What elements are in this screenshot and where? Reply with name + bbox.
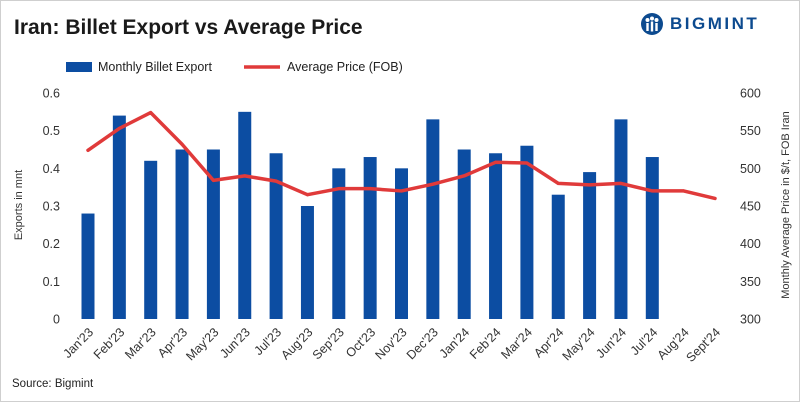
x-tick-label: Aug'23 bbox=[278, 325, 315, 362]
y-tick-right-label: 300 bbox=[740, 313, 761, 327]
legend: Monthly Billet Export Average Price (FOB… bbox=[66, 60, 403, 74]
legend-label-bar: Monthly Billet Export bbox=[98, 60, 212, 74]
bar-aug-23 bbox=[300, 206, 314, 319]
bar-jul-23 bbox=[269, 153, 283, 319]
x-tick-label: Nov'23 bbox=[372, 325, 409, 362]
bar-oct-23 bbox=[363, 157, 377, 319]
bar-series bbox=[81, 111, 659, 319]
y-tick-left-label: 0 bbox=[53, 313, 60, 327]
y-tick-left-label: 0.1 bbox=[43, 275, 60, 289]
price-point bbox=[682, 189, 686, 193]
price-point bbox=[525, 161, 529, 165]
bar-jun-23 bbox=[238, 111, 252, 319]
x-tick-label: Jan'23 bbox=[60, 325, 96, 361]
x-tick-label: Sep'23 bbox=[310, 325, 347, 362]
x-tick-label: Mar'24 bbox=[498, 325, 535, 362]
bar-may-23 bbox=[206, 149, 220, 319]
x-tick-label: May'24 bbox=[560, 325, 598, 363]
x-tick-label: Jun'23 bbox=[217, 325, 253, 361]
source-note: Source: Bigmint bbox=[12, 378, 94, 390]
price-point bbox=[650, 189, 654, 193]
y-axis-right: 300 350 400 450 500 550 600 bbox=[740, 87, 761, 327]
price-point bbox=[431, 182, 435, 186]
y-tick-left-label: 0.5 bbox=[43, 124, 60, 138]
bar-may-24 bbox=[583, 172, 597, 319]
price-point bbox=[619, 181, 623, 185]
price-point bbox=[400, 189, 403, 193]
bar-jul-24 bbox=[645, 157, 659, 319]
price-point bbox=[462, 174, 466, 178]
price-point bbox=[211, 178, 215, 182]
bar-jan-23 bbox=[81, 213, 95, 319]
x-tick-label: Sept'24 bbox=[684, 325, 724, 365]
price-point bbox=[86, 148, 90, 152]
y-tick-right-label: 450 bbox=[740, 200, 761, 214]
bar-nov-23 bbox=[395, 168, 408, 319]
y-tick-right-label: 400 bbox=[740, 237, 761, 251]
bar-mar-23 bbox=[144, 160, 158, 319]
y-tick-right-label: 550 bbox=[740, 124, 761, 138]
y-tick-left-label: 0.6 bbox=[43, 87, 60, 101]
y-axis-left: 0 0.1 0.2 0.3 0.4 0.5 0.6 bbox=[43, 87, 60, 327]
price-point bbox=[274, 179, 278, 183]
price-point bbox=[117, 126, 121, 130]
brand-name: BIGMINT bbox=[670, 14, 760, 33]
x-tick-label: May'23 bbox=[183, 325, 221, 363]
y-tick-right-label: 500 bbox=[740, 162, 761, 176]
y-axis-right-title: Monthly Average Price in $/t, FOB Iran bbox=[780, 111, 792, 299]
y-tick-left-label: 0.2 bbox=[43, 237, 60, 251]
price-point bbox=[556, 181, 560, 185]
bar-jun-24 bbox=[614, 119, 628, 319]
price-point bbox=[588, 183, 592, 187]
line-series bbox=[86, 110, 717, 201]
price-point bbox=[305, 193, 309, 197]
bar-feb-23 bbox=[112, 115, 126, 319]
legend-swatch-bar bbox=[66, 62, 92, 72]
brand-logo-icon bbox=[641, 13, 663, 35]
x-tick-label: Dec'23 bbox=[404, 325, 441, 362]
price-point bbox=[494, 160, 498, 164]
x-tick-label: Jan'24 bbox=[437, 325, 473, 361]
y-tick-left-label: 0.4 bbox=[43, 162, 60, 176]
x-tick-label: Oct'23 bbox=[343, 325, 378, 360]
bar-mar-24 bbox=[520, 145, 534, 319]
bar-apr-23 bbox=[175, 149, 189, 319]
chart-title: Iran: Billet Export vs Average Price bbox=[14, 16, 363, 39]
bar-sep-23 bbox=[332, 168, 346, 319]
bar-dec-23 bbox=[426, 119, 440, 319]
price-point bbox=[149, 111, 153, 115]
y-axis-left-title: Exports in mnt bbox=[13, 170, 25, 240]
x-tick-label: Mar'23 bbox=[122, 325, 159, 362]
y-tick-left-label: 0.3 bbox=[43, 200, 60, 214]
price-point bbox=[337, 187, 341, 191]
brand-logo: BIGMINT bbox=[640, 12, 759, 36]
price-point bbox=[243, 174, 247, 178]
y-tick-right-label: 350 bbox=[740, 275, 761, 289]
bar-feb-24 bbox=[489, 153, 503, 319]
x-tick-label: Feb'23 bbox=[91, 325, 128, 362]
bar-apr-24 bbox=[551, 194, 565, 319]
price-point bbox=[713, 196, 717, 200]
x-tick-label: Feb'24 bbox=[467, 325, 504, 362]
y-tick-right-label: 600 bbox=[740, 87, 761, 101]
x-axis: Jan'23Feb'23Mar'23Apr'23May'23Jun'23Jul'… bbox=[60, 325, 723, 365]
price-point bbox=[180, 142, 184, 146]
bar-jan-24 bbox=[457, 149, 471, 319]
price-point bbox=[368, 187, 372, 191]
x-tick-label: Jun'24 bbox=[593, 325, 629, 361]
legend-label-line: Average Price (FOB) bbox=[287, 60, 403, 74]
